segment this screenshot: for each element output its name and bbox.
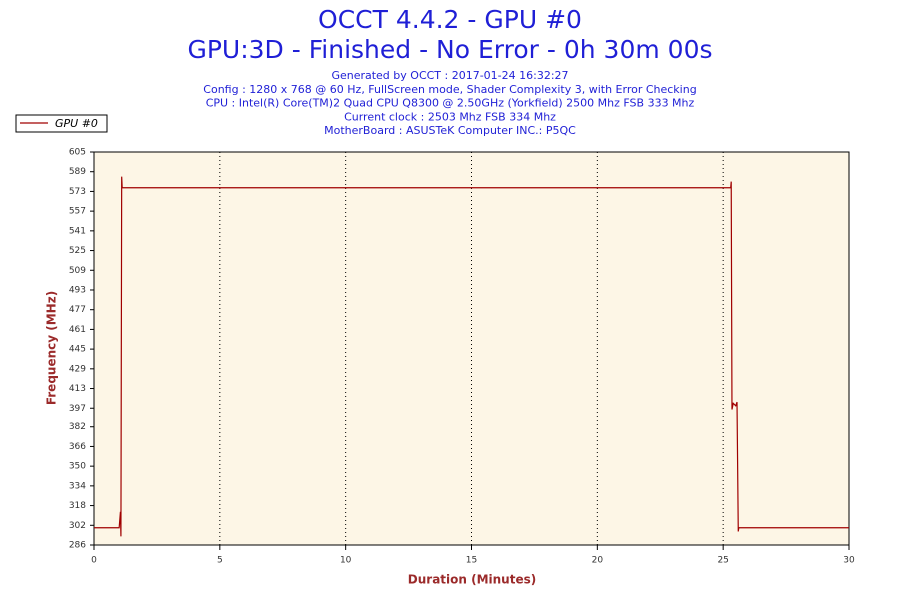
y-tick-label: 318 [69,501,86,511]
y-tick-label: 334 [69,481,86,491]
y-tick-label: 429 [69,364,86,374]
y-tick-label: 541 [69,226,86,236]
info-line: CPU : Intel(R) Core(TM)2 Quad CPU Q8300 … [206,97,695,110]
y-tick-label: 302 [69,521,86,531]
y-tick-label: 286 [69,541,86,551]
info-line: Current clock : 2503 Mhz FSB 334 Mhz [344,110,556,123]
y-tick-label: 509 [69,266,86,276]
info-line: MotherBoard : ASUSTeK Computer INC.: P5Q… [324,124,576,137]
y-tick-label: 525 [69,246,86,256]
y-tick-label: 382 [69,422,86,432]
y-tick-label: 397 [69,404,86,414]
x-tick-label: 10 [340,556,352,566]
x-tick-label: 25 [717,556,728,566]
y-axis-label: Frequency (MHz) [45,291,59,405]
y-tick-label: 461 [69,325,86,335]
y-tick-label: 413 [69,384,86,394]
y-tick-label: 477 [69,305,86,315]
y-tick-label: 605 [69,148,86,158]
x-axis-label: Duration (Minutes) [408,573,536,587]
y-tick-label: 557 [69,207,86,217]
x-tick-label: 20 [592,556,604,566]
x-tick-label: 0 [91,556,97,566]
y-tick-label: 573 [69,187,86,197]
info-line: Generated by OCCT : 2017-01-24 16:32:27 [331,69,568,82]
legend-label: GPU #0 [55,117,98,130]
x-tick-label: 5 [217,556,223,566]
y-tick-label: 445 [69,345,86,355]
legend-box [15,114,108,133]
data-line [94,176,849,537]
plot-frame [93,151,850,546]
y-tick-label: 350 [69,462,86,472]
chart-subtitle: GPU:3D - Finished - No Error - 0h 30m 00… [187,35,712,64]
x-tick-label: 30 [843,556,855,566]
info-line: Config : 1280 x 768 @ 60 Hz, FullScreen … [203,83,696,96]
y-tick-label: 589 [69,167,86,177]
y-tick-label: 366 [69,442,86,452]
chart-title: OCCT 4.4.2 - GPU #0 [318,5,582,34]
x-tick-label: 15 [466,556,477,566]
y-tick-label: 493 [69,285,86,295]
